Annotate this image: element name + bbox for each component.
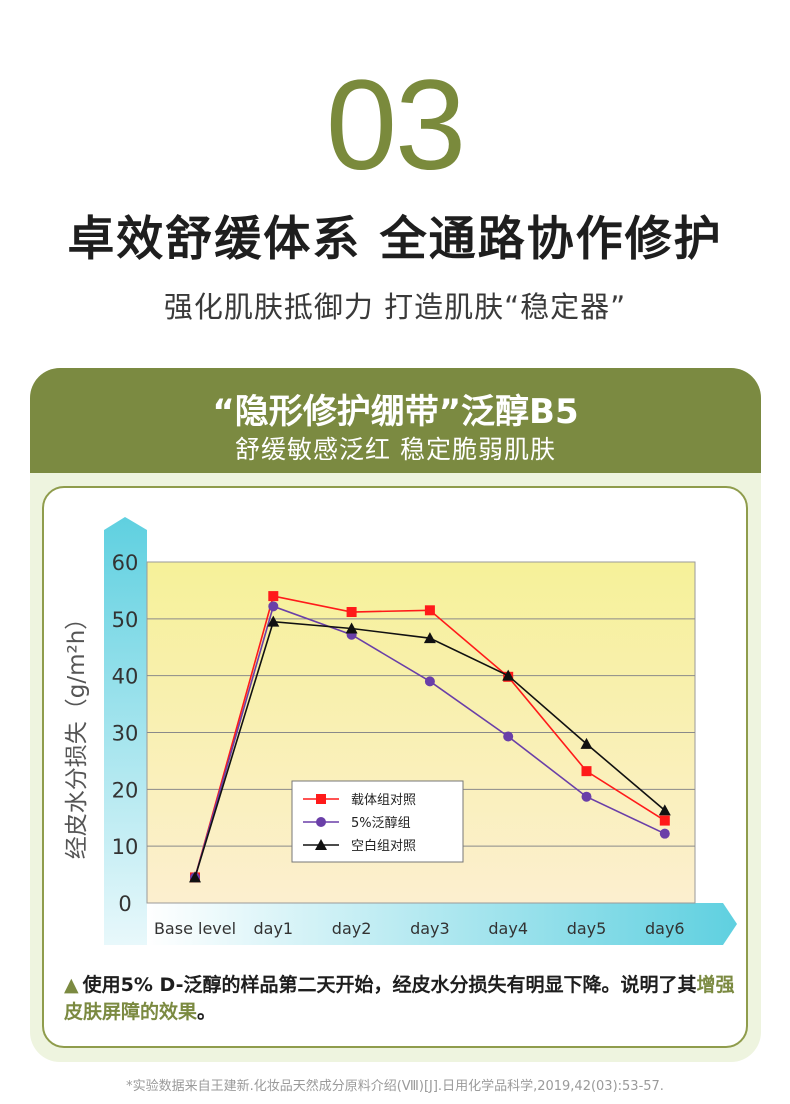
legend-marker-2 — [315, 839, 327, 850]
legend-label-2: 空白组对照 — [351, 838, 416, 854]
card-title: “隐形修护绷带”泛醇B5 — [212, 392, 579, 432]
result-note: ▲ 使用5% D-泛醇的样品第二天开始，经皮水分损失有明显下降。说明了其增强皮肤屏… — [64, 972, 744, 1026]
data-point-2-1 — [267, 615, 280, 627]
x-tick-label-6: day6 — [645, 919, 685, 938]
y-tick-label-50: 50 — [112, 608, 139, 632]
data-point-1-1 — [268, 601, 279, 612]
data-point-1-6 — [659, 828, 670, 839]
note-text: 使用5% D-泛醇的样品第二天开始，经皮水分损失有明显下降。说明了其 — [82, 974, 697, 996]
data-point-0-2 — [346, 607, 357, 618]
data-point-2-2 — [345, 622, 358, 634]
x-tick-label-1: day1 — [253, 919, 293, 938]
triangle-icon: ▲ — [64, 974, 79, 996]
subheadline: 强化肌肤抵御力 打造肌肤“稳定器” — [163, 290, 627, 324]
data-point-0-6 — [659, 815, 670, 826]
card-header: “隐形修护绷带”泛醇B5 舒缓敏感泛红 稳定脆弱肌肤 — [30, 368, 761, 473]
x-tick-label-2: day2 — [332, 919, 372, 938]
headline: 卓效舒缓体系 全通路协作修护 — [67, 212, 723, 267]
data-point-0-1 — [268, 591, 279, 602]
x-tick-label-3: day3 — [410, 919, 450, 938]
legend-label-0: 载体组对照 — [351, 793, 416, 808]
data-point-2-0 — [189, 871, 201, 883]
legend-label-1: 5%泛醇组 — [351, 815, 411, 831]
y-tick-label-0: 0 — [118, 892, 131, 916]
y-axis-band — [104, 517, 147, 945]
section-number: 03 — [325, 54, 466, 197]
data-point-2-3 — [423, 632, 436, 644]
legend-marker-1 — [316, 817, 326, 827]
data-point-1-4 — [503, 731, 514, 742]
y-tick-label-20: 20 — [112, 778, 139, 802]
data-point-1-3 — [424, 676, 435, 687]
data-point-2-6 — [658, 804, 671, 816]
note-highlight: 增强皮肤屏障的效果 — [64, 974, 735, 1023]
data-point-1-5 — [581, 791, 592, 802]
y-tick-label-30: 30 — [112, 722, 139, 746]
data-point-2-4 — [502, 669, 515, 681]
y-tick-label-60: 60 — [112, 551, 139, 575]
card-subtitle: 舒缓敏感泛红 稳定脆弱肌肤 — [235, 435, 556, 464]
legend-marker-0 — [316, 794, 326, 804]
series-2 — [189, 615, 671, 883]
y-axis-label: 经皮水分损失（g/m²h） — [64, 607, 90, 860]
data-point-2-5 — [580, 737, 593, 749]
x-axis-band — [147, 903, 737, 945]
data-point-0-3 — [424, 605, 435, 616]
source-footnote: *实验数据来自王建新.化妆品天然成分原料介绍(Ⅷ)[J].日用化学品科学,201… — [126, 1079, 664, 1094]
x-tick-label-4: day4 — [488, 919, 528, 938]
data-point-0-5 — [581, 766, 592, 777]
note-end: 。 — [197, 1001, 217, 1023]
y-tick-label-40: 40 — [112, 665, 139, 689]
y-tick-label-10: 10 — [112, 835, 139, 859]
x-tick-label-5: day5 — [567, 919, 607, 938]
x-tick-label-0: Base level — [154, 919, 236, 938]
series-1 — [190, 601, 670, 883]
